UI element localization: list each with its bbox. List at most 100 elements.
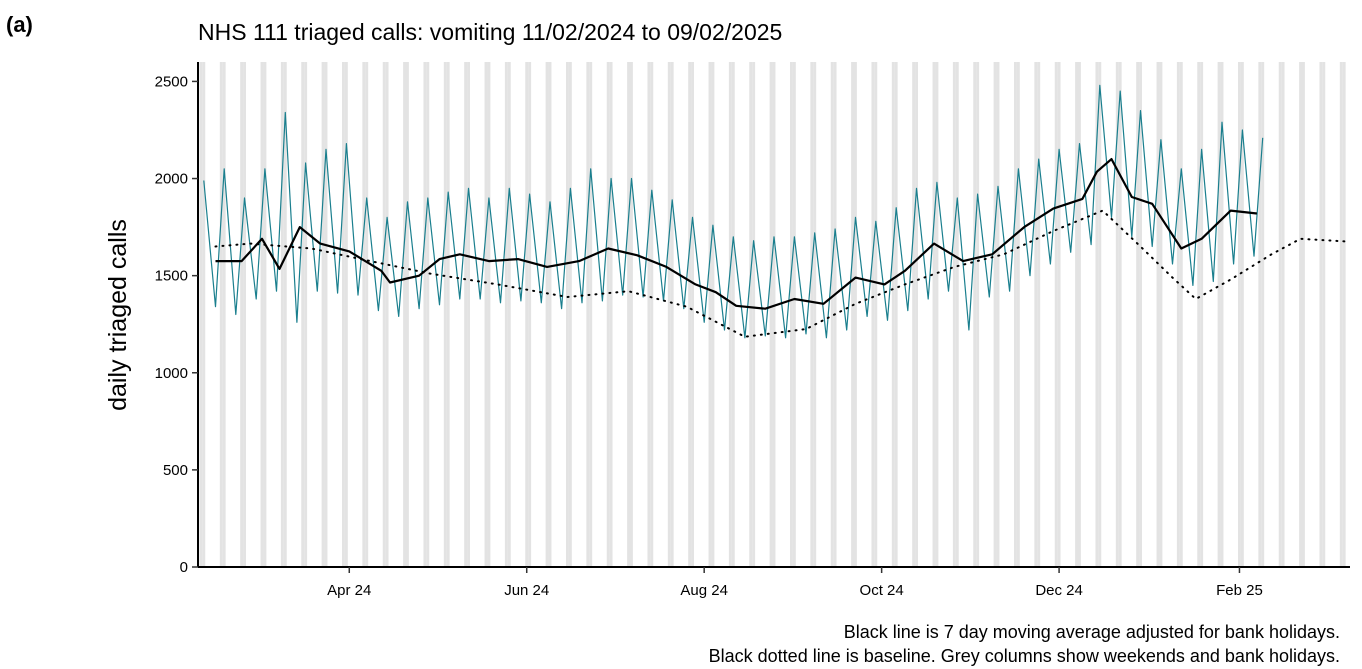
weekend-column xyxy=(1057,62,1061,567)
y-tick-label: 2500 xyxy=(155,73,188,90)
weekend-column xyxy=(772,62,776,567)
weekend-column xyxy=(1258,62,1262,567)
weekend-column xyxy=(385,62,389,567)
y-tick-label: 1500 xyxy=(155,268,188,285)
weekend-column xyxy=(769,62,773,567)
weekend-column xyxy=(670,62,674,567)
y-tick-label: 1000 xyxy=(155,365,188,382)
weekend-column xyxy=(1261,62,1265,567)
weekend-column xyxy=(708,62,712,567)
weekend-column xyxy=(1322,62,1326,567)
weekend-column xyxy=(240,62,244,567)
weekend-column xyxy=(650,62,654,567)
weekend-column xyxy=(810,62,814,567)
weekend-column xyxy=(280,62,284,567)
weekend-column xyxy=(1302,62,1305,567)
weekend-column xyxy=(202,62,206,567)
weekend-column xyxy=(1281,62,1285,567)
weekend-column xyxy=(528,62,532,567)
weekend-column xyxy=(568,62,572,567)
y-tick-label: 500 xyxy=(163,462,188,479)
weekend-column xyxy=(1200,62,1204,567)
weekend-column xyxy=(955,62,959,567)
weekend-column xyxy=(1342,62,1346,567)
weekend-column xyxy=(1197,62,1201,567)
weekend-column xyxy=(1238,62,1241,567)
y-tick-label: 0 xyxy=(180,559,188,576)
x-tick-label: Aug 24 xyxy=(680,582,728,599)
weekend-column xyxy=(996,62,1000,567)
weekend-column xyxy=(932,62,936,567)
weekend-column xyxy=(813,62,817,567)
weekend-column xyxy=(1095,62,1099,567)
weekend-column xyxy=(1339,62,1343,567)
weekend-column xyxy=(1299,62,1302,567)
weekend-column xyxy=(283,62,287,567)
weekend-column xyxy=(487,62,491,567)
weekend-column xyxy=(1179,62,1183,567)
weekend-column xyxy=(586,62,590,567)
weekend-column xyxy=(830,62,834,567)
weekend-column xyxy=(1014,62,1017,567)
weekend-column xyxy=(382,62,386,567)
weekend-column xyxy=(304,62,308,567)
weekend-column xyxy=(606,62,610,567)
weekend-column xyxy=(446,62,450,567)
x-tick-label: Apr 24 xyxy=(327,582,371,599)
weekend-column xyxy=(935,62,939,567)
weekend-column xyxy=(423,62,427,567)
weekend-column xyxy=(1159,62,1163,567)
weekend-column xyxy=(973,62,977,567)
data-line xyxy=(215,158,1258,310)
weekend-column xyxy=(630,62,633,567)
weekend-column xyxy=(891,62,895,567)
weekend-column xyxy=(1319,62,1323,567)
weekend-column xyxy=(871,62,875,567)
weekend-column xyxy=(222,62,226,567)
weekend-column xyxy=(464,62,468,567)
weekend-column xyxy=(484,62,488,567)
y-tick-label: 2000 xyxy=(155,171,188,188)
weekend-column xyxy=(728,62,732,567)
weekend-column xyxy=(627,62,630,567)
weekend-column xyxy=(1078,62,1081,567)
weekend-column xyxy=(1075,62,1078,567)
weekend-column xyxy=(504,62,508,567)
x-tick-label: Jun 24 xyxy=(504,582,549,599)
weekend-column xyxy=(426,62,430,567)
x-tick-label: Oct 24 xyxy=(860,582,904,599)
weekend-column xyxy=(667,62,671,567)
weekend-column xyxy=(1136,62,1140,567)
data-line xyxy=(214,209,1351,338)
weekend-column xyxy=(1240,62,1244,567)
y-axis-label: daily triaged calls xyxy=(104,219,132,411)
weekend-column xyxy=(912,62,916,567)
weekend-column xyxy=(854,62,857,567)
weekend-column xyxy=(365,62,369,567)
weekend-column xyxy=(1054,62,1058,567)
weekend-column xyxy=(260,62,264,567)
weekend-column xyxy=(321,62,325,567)
weekend-column xyxy=(1115,62,1119,567)
weekend-column xyxy=(749,62,753,567)
weekend-column xyxy=(467,62,470,567)
weekend-column xyxy=(894,62,898,567)
weekend-column xyxy=(609,62,613,567)
weekend-column xyxy=(324,62,328,567)
weekend-column xyxy=(199,62,203,567)
weekend-column xyxy=(219,62,223,567)
note: Black line is 7 day moving average adjus… xyxy=(844,622,1340,642)
data-line xyxy=(203,84,1264,339)
weekend-column xyxy=(301,62,305,567)
note: Black dotted line is baseline. Grey colu… xyxy=(709,646,1340,666)
x-tick-label: Feb 25 xyxy=(1216,582,1263,599)
weekend-column xyxy=(1217,62,1221,567)
weekend-column xyxy=(874,62,878,567)
weekend-column xyxy=(443,62,447,567)
weekend-column xyxy=(1278,62,1282,567)
weekend-column xyxy=(1034,62,1038,567)
weekend-column xyxy=(566,62,569,567)
weekend-column xyxy=(731,62,735,567)
weekend-column xyxy=(790,62,793,567)
weekend-column xyxy=(1037,62,1041,567)
